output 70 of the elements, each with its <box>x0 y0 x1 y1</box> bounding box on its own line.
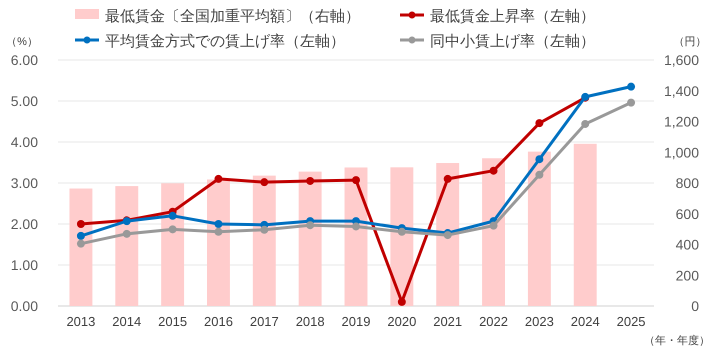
point <box>122 230 131 238</box>
point <box>168 225 177 234</box>
point <box>535 170 544 179</box>
x-tick-label: 2014 <box>112 314 142 329</box>
y2-tick-label: 800 <box>676 175 700 191</box>
point <box>490 222 498 230</box>
y-tick-label: 4.00 <box>10 134 38 150</box>
bar <box>436 163 460 306</box>
bar <box>207 179 230 306</box>
y2-tick-label: 1,400 <box>664 82 700 99</box>
bar <box>528 152 551 306</box>
point <box>214 228 222 236</box>
y-tick-label: 2.00 <box>10 216 38 232</box>
point <box>535 119 544 128</box>
point <box>444 174 452 183</box>
x-tick-label: 2013 <box>66 314 96 329</box>
point <box>214 220 222 228</box>
y2-tick-label: 400 <box>676 236 700 252</box>
point <box>398 228 406 236</box>
point <box>306 176 314 185</box>
point <box>306 221 314 230</box>
point <box>76 240 85 248</box>
bar <box>298 172 322 306</box>
point <box>627 82 636 91</box>
bar <box>574 144 597 306</box>
bar <box>115 186 138 306</box>
y-tick-label: 1.00 <box>10 257 38 273</box>
y2-tick-label: 0 <box>691 298 700 314</box>
point <box>627 98 636 107</box>
point <box>260 226 268 234</box>
point <box>76 220 85 228</box>
x-tick-label: 2017 <box>250 314 279 329</box>
x-tick-label: 2019 <box>342 314 370 329</box>
point <box>352 176 360 184</box>
point <box>260 178 268 186</box>
y2-tick-label: 1,200 <box>664 114 700 130</box>
legend-label: 最低賃金上昇率（左軸） <box>430 8 595 25</box>
point <box>168 212 177 220</box>
x-tick-label: 2015 <box>158 314 188 329</box>
point <box>214 174 222 183</box>
point <box>535 155 544 164</box>
y-tick-label: 5.00 <box>10 93 38 109</box>
x-axis-title: （年・年度） <box>644 334 710 347</box>
y2-tick-label: 1,600 <box>664 52 700 68</box>
point <box>76 232 85 240</box>
point <box>352 222 360 230</box>
x-tick-label: 2021 <box>433 314 462 329</box>
x-tick-label: 2018 <box>296 314 325 329</box>
x-tick-label: 2024 <box>570 314 600 329</box>
x-tick-label: 2016 <box>204 314 233 329</box>
bar <box>161 183 184 306</box>
x-tick-label: 2022 <box>479 314 508 329</box>
legend-label: 平均賃金方式での賃上げ率（左軸） <box>105 33 345 50</box>
y-axis-title: （%） <box>6 36 38 48</box>
y2-tick-label: 600 <box>676 206 700 222</box>
point <box>581 120 590 128</box>
y-tick-label: 0.00 <box>10 298 38 314</box>
y-tick-label: 6.00 <box>10 52 38 68</box>
legend-label: 最低賃金〔全国加重平均額〕（右軸） <box>105 8 360 25</box>
x-tick-label: 2023 <box>524 314 554 329</box>
bar <box>252 176 276 306</box>
point <box>490 166 498 175</box>
y2-axis-title: （円） <box>674 36 706 48</box>
y2-tick-label: 200 <box>676 267 700 284</box>
x-tick-label: 2025 <box>616 314 646 329</box>
bar <box>69 188 92 306</box>
x-tick-label: 2020 <box>387 314 416 329</box>
legend-label: 同中小賃上げ率（左軸） <box>430 33 595 50</box>
y-tick-label: 3.00 <box>10 175 38 191</box>
y2-tick-label: 1,000 <box>664 144 700 160</box>
